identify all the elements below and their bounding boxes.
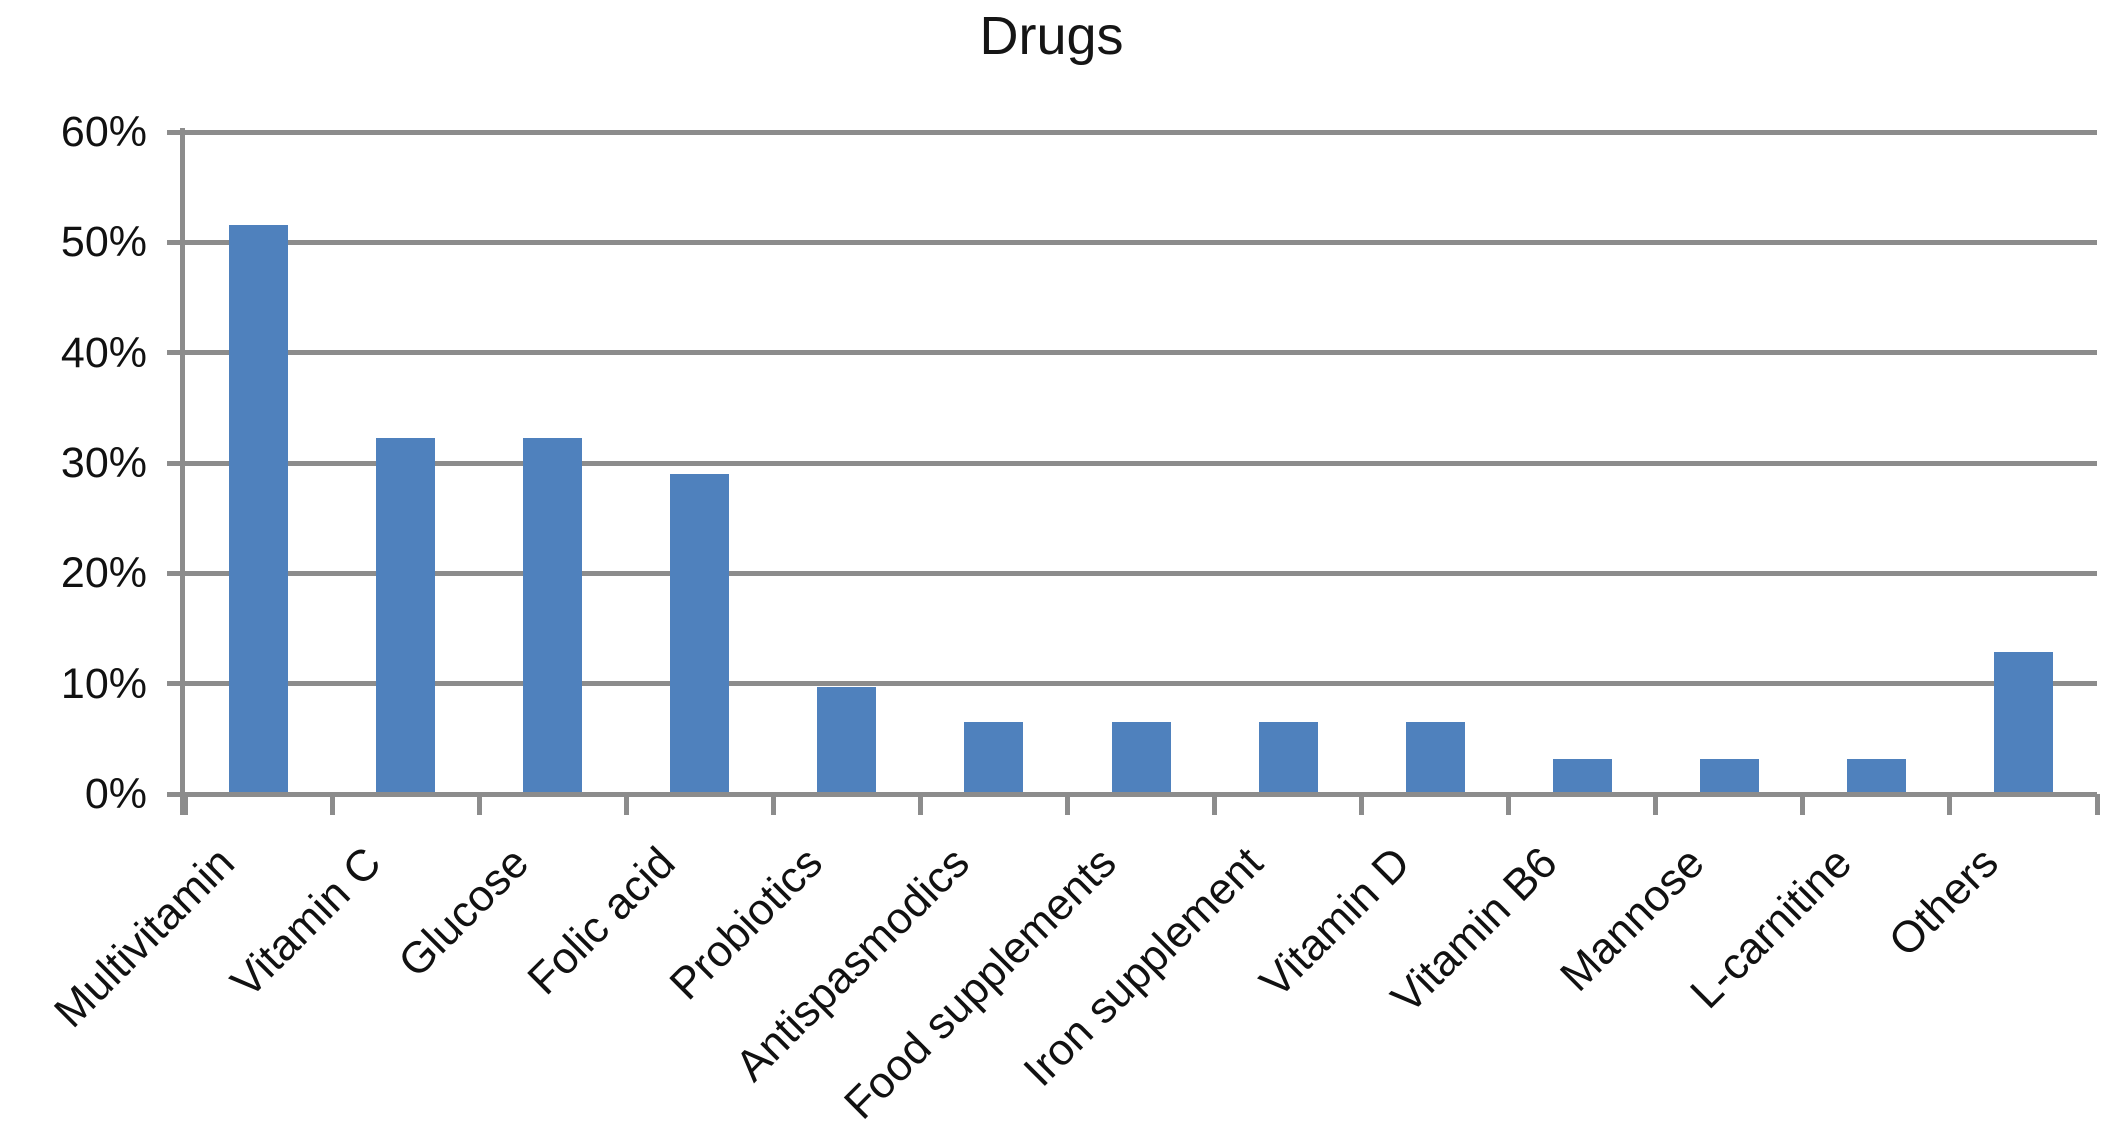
x-axis-tick	[2095, 794, 2100, 815]
gridline-30	[167, 461, 2097, 466]
y-axis-line	[180, 128, 185, 815]
x-axis-tick	[1065, 794, 1070, 815]
x-axis-label-vitamin-c: Vitamin C	[221, 838, 391, 1007]
bar-others	[1994, 652, 2053, 794]
x-axis-tick	[1800, 794, 1805, 815]
gridline-20	[167, 571, 2097, 576]
bar-probiotics	[817, 687, 876, 794]
bar-folic-acid	[670, 474, 729, 794]
x-axis-tick	[918, 794, 923, 815]
bar-vitamin-c	[376, 438, 435, 794]
gridline-60	[167, 130, 2097, 135]
x-axis-line	[167, 792, 2097, 797]
x-axis-label-food-supplements: Food supplements	[835, 838, 1126, 1129]
y-tick-label-50: 50%	[60, 218, 147, 266]
x-axis-tick	[771, 794, 776, 815]
bar-antispasmodics	[964, 722, 1023, 794]
y-tick-label-0: 0%	[84, 770, 147, 818]
y-tick-label-10: 10%	[60, 660, 147, 708]
y-tick-label-60: 60%	[60, 108, 147, 156]
x-axis-tick	[1359, 794, 1364, 815]
x-axis-tick	[477, 794, 482, 815]
x-axis-label-multivitamin: Multivitamin	[44, 838, 244, 1037]
x-axis-label-others: Others	[1879, 838, 2008, 967]
x-axis-label-folic-acid: Folic acid	[518, 838, 685, 1005]
bar-glucose	[523, 438, 582, 794]
x-axis-tick	[1506, 794, 1511, 815]
x-axis-tick	[1212, 794, 1217, 815]
y-tick-label-20: 20%	[60, 549, 147, 597]
x-axis-tick	[1947, 794, 1952, 815]
y-tick-label-40: 40%	[60, 329, 147, 377]
bar-vitamin-b6	[1553, 759, 1612, 794]
bar-iron-supplement	[1259, 722, 1318, 794]
x-axis-tick	[624, 794, 629, 815]
bar-multivitamin	[229, 225, 288, 794]
bar-food-supplements	[1112, 722, 1171, 794]
x-axis-label-glucose: Glucose	[388, 838, 538, 987]
bar-mannose	[1700, 759, 1759, 794]
bar-l-carnitine	[1847, 759, 1906, 794]
gridline-50	[167, 240, 2097, 245]
chart-title: Drugs	[979, 6, 1124, 66]
x-axis-tick	[330, 794, 335, 815]
x-axis-tick	[1653, 794, 1658, 815]
bar-vitamin-d	[1406, 722, 1465, 794]
gridline-40	[167, 350, 2097, 355]
gridline-10	[167, 681, 2097, 686]
x-axis-tick	[183, 794, 188, 815]
x-axis-label-l-carnitine: L-carnitine	[1680, 838, 1861, 1018]
y-tick-label-30: 30%	[60, 439, 147, 487]
